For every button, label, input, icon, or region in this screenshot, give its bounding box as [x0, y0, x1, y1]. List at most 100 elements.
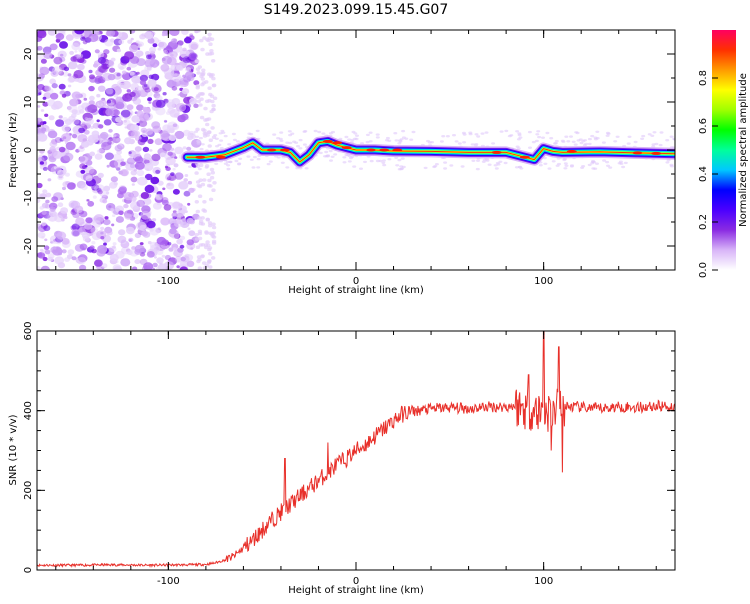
noise-speckle [96, 93, 101, 98]
noise-speckle [183, 190, 191, 197]
ridge-halo-speckle [549, 137, 554, 140]
noise-speckle [100, 103, 104, 106]
noise-speckle [63, 215, 68, 220]
noise-speckle [107, 64, 111, 68]
noise-speckle [37, 30, 47, 39]
ridge-halo-speckle [560, 139, 565, 142]
ridge-halo-speckle [516, 147, 521, 150]
ridge-halo-speckle [296, 145, 300, 148]
noise-speckle [105, 88, 114, 95]
noise-speckle [58, 83, 66, 90]
noise-speckle [80, 36, 86, 41]
noise-speckle [119, 115, 124, 119]
ridge-halo-speckle [199, 147, 204, 151]
noise-speckle [67, 249, 75, 255]
y-tick-label: 20 [23, 48, 34, 61]
noise-speckle [75, 217, 85, 226]
noise-speckle [40, 265, 50, 270]
ridge-hotspot [215, 155, 226, 159]
noise-speckle [207, 247, 212, 252]
ridge-halo-speckle [313, 129, 318, 133]
noise-speckle [145, 128, 154, 135]
ridge-hotspot [195, 155, 206, 159]
ridge-halo-speckle [385, 136, 390, 140]
noise-speckle [170, 53, 174, 57]
ridge-halo-speckle [369, 159, 374, 163]
noise-speckle [101, 263, 108, 269]
noise-speckle [167, 151, 173, 156]
noise-speckle [187, 202, 191, 206]
noise-speckle [154, 138, 163, 146]
noise-speckle [58, 70, 65, 76]
ridge-halo-speckle [228, 160, 233, 164]
noise-speckle [118, 82, 122, 86]
noise-speckle [71, 113, 77, 118]
noise-speckle [205, 122, 210, 127]
ridge-halo-speckle [541, 136, 545, 139]
y-tick-label: 0 [23, 147, 34, 153]
ridge-halo-speckle [423, 166, 428, 170]
noise-speckle [170, 172, 175, 177]
ridge-halo-speckle [280, 161, 285, 164]
noise-speckle [205, 217, 210, 222]
noise-speckle [190, 43, 198, 50]
noise-speckle [41, 249, 46, 254]
noise-speckle [136, 85, 143, 92]
noise-speckle [51, 196, 59, 202]
ridge-halo-speckle [251, 166, 256, 169]
ridge-halo-speckle [551, 160, 556, 163]
ridge-halo-speckle [400, 157, 405, 160]
noise-speckle [42, 101, 49, 107]
ridge-halo-speckle [627, 135, 632, 138]
ridge-band [186, 140, 675, 163]
noise-speckle [41, 221, 47, 227]
noise-speckle [156, 95, 163, 101]
noise-speckle [120, 258, 131, 267]
noise-speckle [99, 131, 109, 140]
noise-speckle [150, 176, 160, 185]
ridge-halo-speckle [347, 138, 352, 141]
noise-speckle [69, 98, 79, 107]
noise-speckle [161, 33, 166, 37]
noise-speckle [159, 262, 166, 268]
noise-speckle [53, 239, 57, 242]
noise-speckle [47, 130, 58, 139]
ridge-halo-speckle [579, 141, 584, 145]
ridge-halo-speckle [445, 135, 450, 138]
ridge-halo-speckle [359, 167, 363, 170]
noise-speckle [169, 228, 177, 235]
noise-speckle [43, 51, 53, 59]
noise-speckle [188, 230, 196, 237]
ridge-halo-speckle [268, 160, 273, 163]
noise-speckle [132, 266, 138, 270]
noise-speckle [167, 242, 172, 246]
noise-speckle [67, 84, 72, 88]
ridge-halo-speckle [537, 135, 542, 139]
ridge-halo-speckle [474, 133, 479, 136]
noise-speckle [142, 146, 150, 153]
noise-speckle [200, 182, 206, 187]
ridge-halo-speckle [545, 131, 550, 135]
noise-speckle [78, 127, 85, 134]
noise-speckle [47, 256, 54, 262]
ridge-halo-speckle [285, 166, 290, 169]
noise-speckle [113, 134, 117, 138]
noise-speckle [126, 66, 132, 71]
ridge-halo-speckle [288, 141, 293, 145]
ridge-halo-speckle [460, 165, 465, 168]
ridge-halo-speckle [238, 157, 243, 160]
noise-speckle [164, 120, 168, 123]
ridge-halo-speckle [591, 167, 596, 170]
noise-speckle [80, 121, 86, 126]
ridge-halo-speckle [484, 131, 489, 134]
noise-speckle [157, 39, 162, 43]
noise-speckle [188, 52, 198, 61]
noise-speckle [103, 49, 110, 55]
noise-speckle [136, 169, 145, 177]
noise-speckle [104, 152, 114, 160]
ridge-halo-speckle [375, 159, 380, 163]
noise-speckle [79, 163, 86, 169]
noise-speckle [79, 109, 85, 114]
noise-speckle [47, 148, 58, 158]
colorbar-tick-label: 0.0 [698, 262, 709, 278]
